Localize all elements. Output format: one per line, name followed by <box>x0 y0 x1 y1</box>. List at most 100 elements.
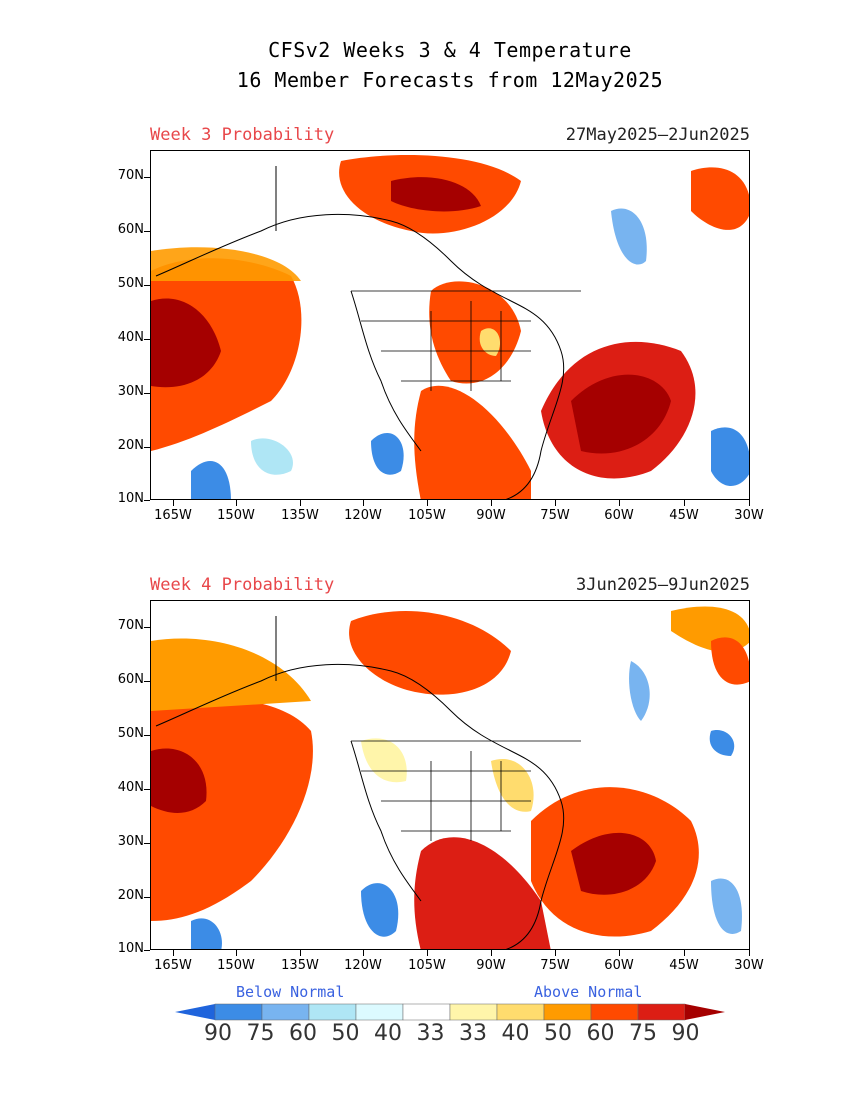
lon-tick <box>684 500 685 506</box>
colorbar-right-tip <box>685 1004 725 1020</box>
lon-tick <box>749 500 750 506</box>
lat-label: 60N <box>117 672 144 687</box>
lon-tick <box>363 950 364 956</box>
colorbar-value: 33 <box>459 1021 487 1046</box>
lat-tick <box>144 177 150 178</box>
lon-tick <box>173 950 174 956</box>
colorbar-swatch <box>308 1003 357 1021</box>
colorbar-value: 50 <box>544 1021 572 1046</box>
lon-tick <box>427 950 428 956</box>
week4-map <box>150 600 750 950</box>
figure-subtitle: 16 Member Forecasts from 12May2025 <box>236 68 664 92</box>
lat-label: 10N <box>117 491 144 506</box>
colorbar-value: 75 <box>246 1021 275 1046</box>
colorbar-value: 60 <box>586 1021 615 1046</box>
lon-label: 60W <box>604 508 634 523</box>
colorbar-swatch <box>543 1003 592 1021</box>
lon-tick <box>619 500 620 506</box>
lon-label: 165W <box>154 508 192 523</box>
lat-label: 50N <box>117 276 144 291</box>
colorbar-swatch <box>590 1003 639 1021</box>
lon-label: 90W <box>476 958 506 973</box>
lon-label: 60W <box>604 958 634 973</box>
lon-tick <box>300 950 301 956</box>
week3-dates: 27May2025—2Jun2025 <box>565 125 750 145</box>
colorbar-value: 75 <box>629 1021 657 1046</box>
lat-tick <box>144 950 150 951</box>
colorbar <box>175 1003 725 1021</box>
colorbar-swatch <box>214 1003 263 1021</box>
lat-label: 40N <box>117 330 144 345</box>
lat-tick <box>144 681 150 682</box>
lon-tick <box>684 950 685 956</box>
lat-tick <box>144 339 150 340</box>
colorbar-swatch <box>355 1003 404 1021</box>
lat-tick <box>144 735 150 736</box>
week3-map <box>150 150 750 500</box>
lat-tick <box>144 897 150 898</box>
lon-tick <box>555 500 556 506</box>
colorbar-value: 33 <box>416 1021 445 1046</box>
lon-tick <box>427 500 428 506</box>
lat-label: 10N <box>117 941 144 956</box>
lat-tick <box>144 843 150 844</box>
lon-tick <box>236 950 237 956</box>
lat-label: 60N <box>117 222 144 237</box>
lon-label: 105W <box>408 508 446 523</box>
lon-label: 75W <box>540 958 570 973</box>
lat-label: 20N <box>117 888 144 903</box>
lat-label: 30N <box>117 384 144 399</box>
lon-tick <box>491 950 492 956</box>
colorbar-swatch <box>637 1003 686 1021</box>
lat-label: 30N <box>117 834 144 849</box>
colorbar-left-tip <box>175 1004 215 1020</box>
lat-tick <box>144 231 150 232</box>
week3-label: Week 3 Probability <box>150 125 335 145</box>
lon-tick <box>363 500 364 506</box>
lon-label: 75W <box>540 508 570 523</box>
colorbar-swatch <box>402 1003 451 1021</box>
lon-label: 30W <box>734 508 764 523</box>
lon-tick <box>300 500 301 506</box>
below-normal-label: Below Normal <box>236 983 345 1001</box>
lon-label: 150W <box>217 958 255 973</box>
colorbar-value: 90 <box>671 1021 700 1046</box>
lon-tick <box>173 500 174 506</box>
lat-label: 70N <box>117 168 144 183</box>
lat-label: 40N <box>117 780 144 795</box>
lon-tick <box>491 500 492 506</box>
colorbar-value: 40 <box>374 1021 402 1046</box>
lat-tick <box>144 285 150 286</box>
week4-label: Week 4 Probability <box>150 575 335 595</box>
colorbar-value: 50 <box>331 1021 360 1046</box>
above-normal-label: Above Normal <box>534 983 643 1001</box>
lon-label: 90W <box>476 508 506 523</box>
lon-label: 45W <box>669 958 699 973</box>
week3-map-graphic <box>151 155 749 499</box>
colorbar-swatch <box>496 1003 545 1021</box>
lon-tick <box>619 950 620 956</box>
week4-dates: 3Jun2025—9Jun2025 <box>576 575 750 595</box>
lat-tick <box>144 447 150 448</box>
week4-map-graphic <box>151 606 749 949</box>
colorbar-swatch <box>449 1003 498 1021</box>
lon-label: 30W <box>734 958 764 973</box>
lat-label: 20N <box>117 438 144 453</box>
lat-tick <box>144 393 150 394</box>
lat-label: 70N <box>117 618 144 633</box>
lon-label: 135W <box>281 958 319 973</box>
lon-label: 120W <box>344 508 382 523</box>
lon-tick <box>749 950 750 956</box>
lon-label: 150W <box>217 508 255 523</box>
lon-label: 45W <box>669 508 699 523</box>
colorbar-swatch <box>261 1003 310 1021</box>
lon-label: 135W <box>281 508 319 523</box>
lon-tick <box>236 500 237 506</box>
colorbar-value: 40 <box>501 1021 530 1046</box>
lat-tick <box>144 789 150 790</box>
lon-tick <box>555 950 556 956</box>
lat-tick <box>144 627 150 628</box>
colorbar-value: 90 <box>204 1021 232 1046</box>
figure-title: CFSv2 Weeks 3 & 4 Temperature <box>268 38 632 62</box>
lat-label: 50N <box>117 726 144 741</box>
